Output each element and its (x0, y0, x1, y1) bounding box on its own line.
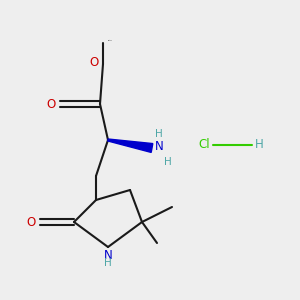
Text: H: H (104, 258, 112, 268)
Text: Cl: Cl (198, 139, 210, 152)
Polygon shape (108, 139, 153, 152)
Text: O: O (27, 215, 36, 229)
Text: N: N (103, 249, 112, 262)
Text: N: N (155, 140, 164, 154)
Text: H: H (155, 129, 163, 139)
Text: O: O (90, 56, 99, 70)
Text: O: O (47, 98, 56, 110)
Text: H: H (164, 157, 172, 167)
Text: H: H (255, 139, 264, 152)
Text: methyl: methyl (108, 40, 113, 41)
